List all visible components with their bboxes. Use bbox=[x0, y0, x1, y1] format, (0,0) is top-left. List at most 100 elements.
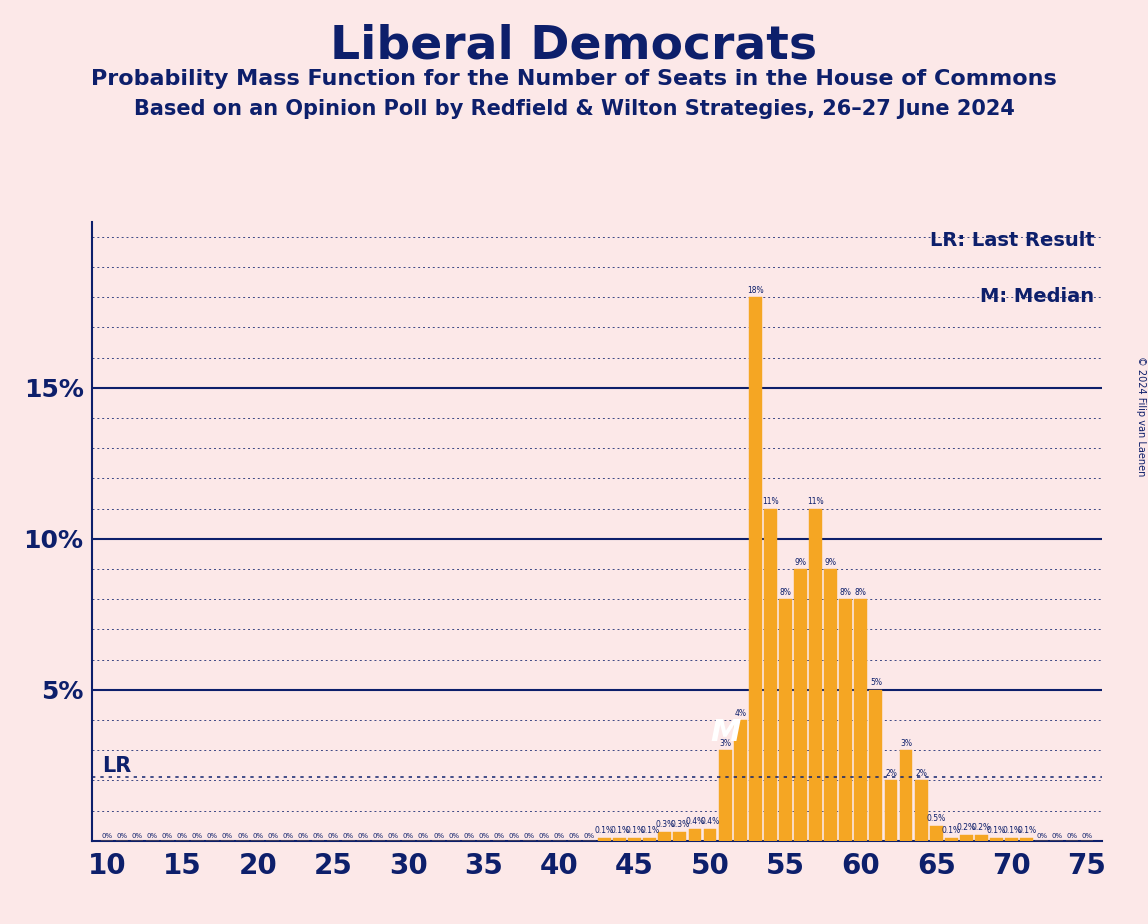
Bar bbox=[643, 838, 657, 841]
Text: 0.2%: 0.2% bbox=[972, 823, 991, 833]
Text: M: M bbox=[709, 718, 740, 747]
Text: 0%: 0% bbox=[433, 833, 444, 839]
Bar bbox=[763, 508, 777, 841]
Text: 0%: 0% bbox=[312, 833, 324, 839]
Text: Liberal Democrats: Liberal Democrats bbox=[331, 23, 817, 68]
Text: 0%: 0% bbox=[101, 833, 113, 839]
Text: 0.1%: 0.1% bbox=[595, 826, 614, 835]
Text: 8%: 8% bbox=[840, 588, 852, 597]
Bar bbox=[854, 600, 867, 841]
Text: 0.2%: 0.2% bbox=[956, 823, 976, 833]
Text: 0%: 0% bbox=[147, 833, 157, 839]
Text: 0.3%: 0.3% bbox=[670, 821, 690, 830]
Text: LR: Last Result: LR: Last Result bbox=[930, 231, 1094, 250]
Text: 0%: 0% bbox=[403, 833, 414, 839]
Bar bbox=[1006, 838, 1018, 841]
Text: 0%: 0% bbox=[448, 833, 459, 839]
Text: 0%: 0% bbox=[116, 833, 127, 839]
Text: 0%: 0% bbox=[192, 833, 203, 839]
Text: 0%: 0% bbox=[207, 833, 218, 839]
Text: © 2024 Filip van Laenen: © 2024 Filip van Laenen bbox=[1135, 356, 1146, 476]
Bar bbox=[885, 781, 898, 841]
Text: 0%: 0% bbox=[1052, 833, 1062, 839]
Text: 0%: 0% bbox=[358, 833, 369, 839]
Text: 0%: 0% bbox=[373, 833, 383, 839]
Text: 5%: 5% bbox=[870, 678, 882, 687]
Bar bbox=[779, 600, 792, 841]
Text: M: Median: M: Median bbox=[980, 286, 1094, 306]
Text: 0%: 0% bbox=[267, 833, 278, 839]
Text: 0%: 0% bbox=[538, 833, 550, 839]
Bar bbox=[839, 600, 852, 841]
Text: 8%: 8% bbox=[779, 588, 791, 597]
Text: 0.1%: 0.1% bbox=[1002, 826, 1022, 835]
Text: 0%: 0% bbox=[162, 833, 173, 839]
Bar bbox=[975, 834, 988, 841]
Bar bbox=[734, 720, 746, 841]
Text: 0%: 0% bbox=[253, 833, 263, 839]
Text: 11%: 11% bbox=[807, 497, 824, 506]
Bar bbox=[628, 838, 641, 841]
Text: 0%: 0% bbox=[553, 833, 565, 839]
Text: Based on an Opinion Poll by Redfield & Wilton Strategies, 26–27 June 2024: Based on an Opinion Poll by Redfield & W… bbox=[133, 99, 1015, 119]
Text: 0.5%: 0.5% bbox=[926, 814, 946, 823]
Bar bbox=[659, 832, 672, 841]
Text: 18%: 18% bbox=[747, 286, 763, 295]
Bar bbox=[719, 750, 731, 841]
Bar bbox=[613, 838, 626, 841]
Text: 2%: 2% bbox=[885, 769, 897, 778]
Text: 11%: 11% bbox=[762, 497, 778, 506]
Text: 0%: 0% bbox=[1037, 833, 1047, 839]
Bar bbox=[915, 781, 928, 841]
Text: 0%: 0% bbox=[177, 833, 188, 839]
Text: 0.1%: 0.1% bbox=[987, 826, 1006, 835]
Bar bbox=[824, 569, 837, 841]
Bar bbox=[930, 826, 943, 841]
Text: 0%: 0% bbox=[584, 833, 595, 839]
Bar bbox=[960, 834, 972, 841]
Text: 0%: 0% bbox=[1066, 833, 1078, 839]
Text: 9%: 9% bbox=[794, 557, 807, 566]
Text: 0%: 0% bbox=[282, 833, 294, 839]
Text: 8%: 8% bbox=[855, 588, 867, 597]
Text: 0%: 0% bbox=[297, 833, 309, 839]
Bar bbox=[748, 298, 761, 841]
Bar bbox=[869, 690, 883, 841]
Text: Probability Mass Function for the Number of Seats in the House of Commons: Probability Mass Function for the Number… bbox=[91, 69, 1057, 90]
Text: 0%: 0% bbox=[568, 833, 580, 839]
Bar bbox=[689, 829, 701, 841]
Text: 0%: 0% bbox=[342, 833, 354, 839]
Text: 0%: 0% bbox=[1081, 833, 1093, 839]
Text: 9%: 9% bbox=[824, 557, 837, 566]
Text: 0.1%: 0.1% bbox=[1017, 826, 1037, 835]
Bar bbox=[809, 508, 822, 841]
Bar bbox=[794, 569, 807, 841]
Bar bbox=[900, 750, 913, 841]
Bar bbox=[990, 838, 1003, 841]
Bar bbox=[674, 832, 687, 841]
Text: 0%: 0% bbox=[523, 833, 535, 839]
Text: LR: LR bbox=[102, 756, 132, 776]
Text: 0.1%: 0.1% bbox=[626, 826, 644, 835]
Text: 0%: 0% bbox=[418, 833, 429, 839]
Text: 0%: 0% bbox=[388, 833, 400, 839]
Text: 0%: 0% bbox=[509, 833, 520, 839]
Text: 0%: 0% bbox=[494, 833, 504, 839]
Text: 0.4%: 0.4% bbox=[700, 818, 720, 826]
Bar bbox=[704, 829, 716, 841]
Bar bbox=[598, 838, 611, 841]
Text: 0%: 0% bbox=[236, 833, 248, 839]
Text: 2%: 2% bbox=[915, 769, 928, 778]
Text: 0%: 0% bbox=[479, 833, 489, 839]
Bar bbox=[945, 838, 957, 841]
Text: 0.1%: 0.1% bbox=[941, 826, 961, 835]
Text: 0%: 0% bbox=[327, 833, 339, 839]
Text: 0.4%: 0.4% bbox=[685, 818, 705, 826]
Text: 0%: 0% bbox=[132, 833, 142, 839]
Text: 3%: 3% bbox=[719, 739, 731, 748]
Text: 0%: 0% bbox=[222, 833, 233, 839]
Text: 0.1%: 0.1% bbox=[641, 826, 659, 835]
Text: 4%: 4% bbox=[735, 709, 746, 718]
Text: 0%: 0% bbox=[464, 833, 474, 839]
Text: 0.3%: 0.3% bbox=[656, 821, 674, 830]
